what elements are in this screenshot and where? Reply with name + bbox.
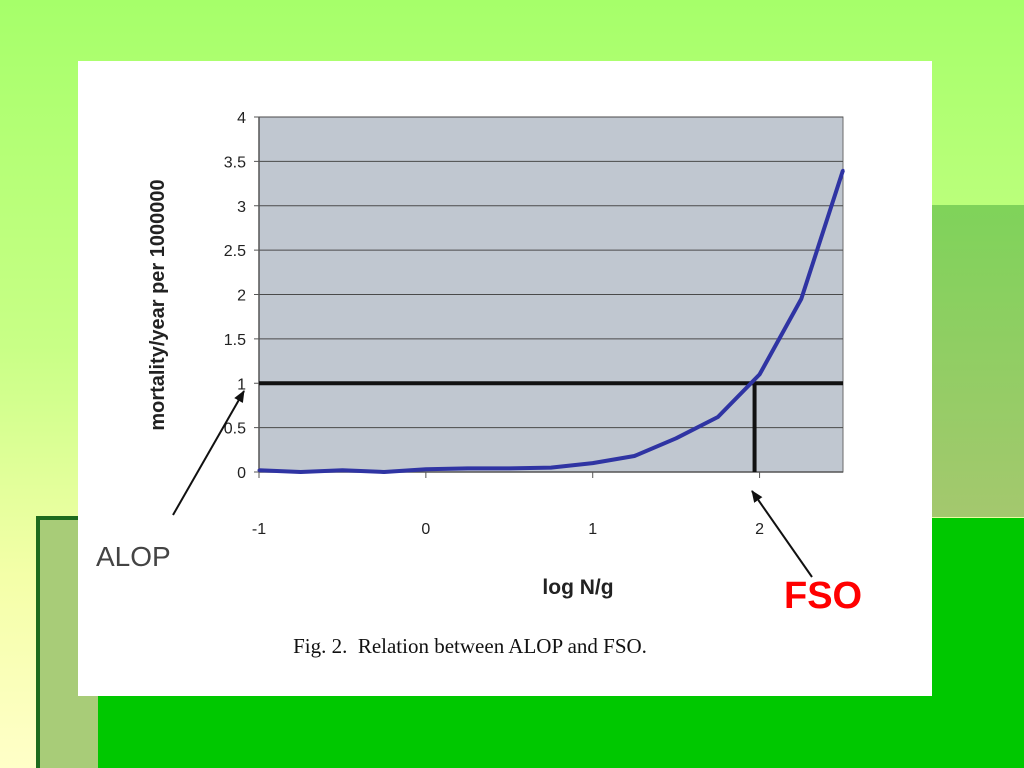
series-points <box>257 168 845 474</box>
data-point <box>507 466 511 470</box>
y-tick-label: 3.5 <box>224 154 246 171</box>
data-point <box>382 470 386 474</box>
x-tick-label: 0 <box>421 521 430 538</box>
data-point <box>674 436 678 440</box>
y-tick-label: 0.5 <box>224 421 246 438</box>
x-tick-label: 2 <box>755 521 764 538</box>
x-tick-label: -1 <box>252 521 266 538</box>
y-tick-label: 4 <box>237 110 246 127</box>
fso-arrow <box>751 490 813 578</box>
x-axis-label: log N/g <box>542 576 613 599</box>
y-tick-group: 0 0.5 1 1.5 2 2.5 3 3.5 4 <box>224 110 259 482</box>
y-tick-label: 1.5 <box>224 332 246 349</box>
figure-caption: Fig. 2. Relation between ALOP and FSO. <box>293 634 647 658</box>
alop-arrow <box>172 390 245 516</box>
data-point <box>632 454 636 458</box>
alop-label: ALOP <box>96 541 171 572</box>
data-point <box>299 470 303 474</box>
data-point <box>758 372 762 376</box>
y-axis-label: mortality/year per 1000000 <box>147 179 169 430</box>
data-point <box>549 466 553 470</box>
y-tick-label: 2 <box>237 288 246 305</box>
data-point <box>799 297 803 301</box>
y-tick-label: 2.5 <box>224 243 246 260</box>
data-point <box>257 468 261 472</box>
data-point <box>591 461 595 465</box>
y-tick-label: 1 <box>237 376 246 393</box>
fso-label: FSO <box>784 575 862 617</box>
data-point <box>424 467 428 471</box>
x-tick-group: -1 0 1 2 <box>252 472 764 538</box>
y-tick-label: 0 <box>237 465 246 482</box>
x-tick-label: 1 <box>588 521 597 538</box>
decor-right-panel <box>930 205 1024 517</box>
y-tick-label: 3 <box>237 199 246 216</box>
data-point <box>466 466 470 470</box>
data-point <box>716 415 720 419</box>
data-point <box>340 468 344 472</box>
data-point <box>841 168 845 172</box>
